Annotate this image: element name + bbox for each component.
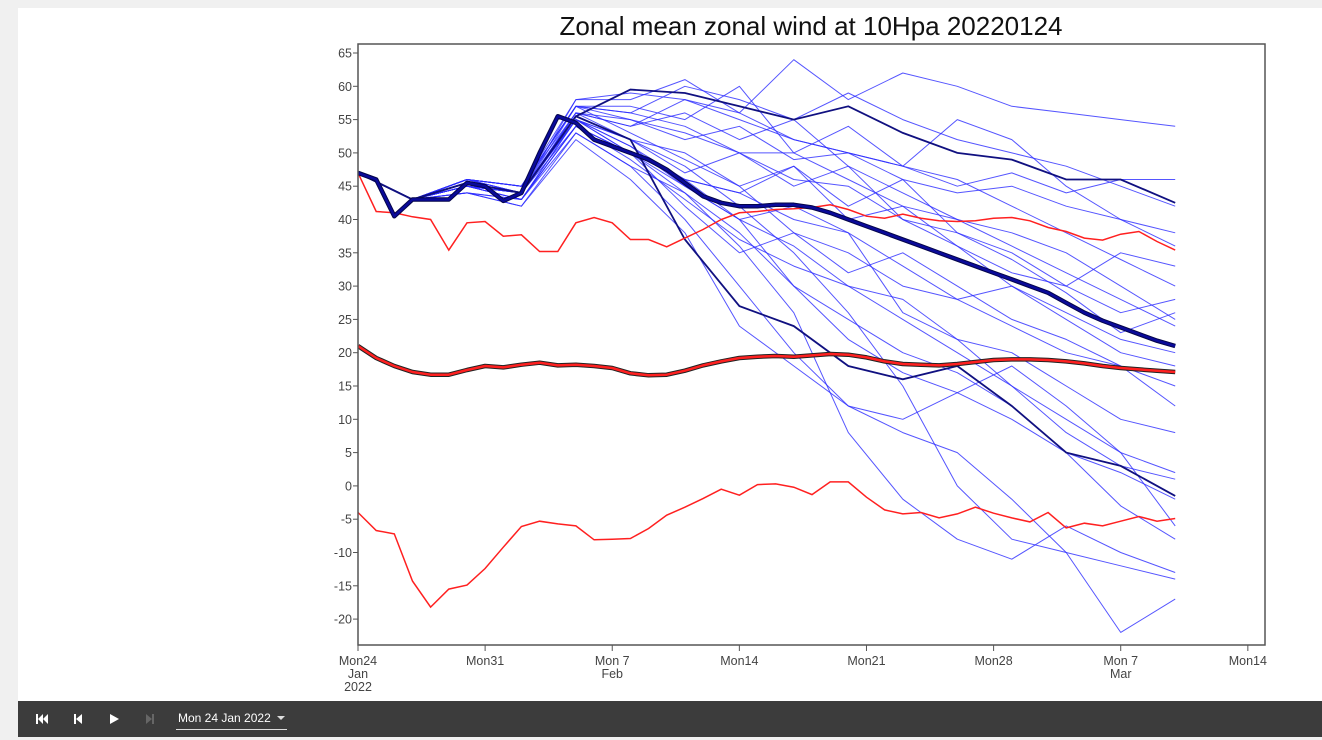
y-tick-label: 40 (338, 213, 352, 227)
x-tick-label: Mon14 (720, 654, 758, 668)
control-run-line (358, 115, 1176, 497)
previous-frame-button[interactable] (60, 701, 96, 737)
play-button[interactable] (96, 701, 132, 737)
ensemble-member-line (358, 125, 1176, 500)
y-tick-label: 65 (338, 47, 352, 61)
ensemble-member-line (358, 132, 1176, 573)
date-dropdown-value: Mon 24 Jan 2022 (178, 711, 271, 725)
ensemble-member-line (358, 99, 1176, 247)
animation-toolbar: Mon 24 Jan 2022 (18, 701, 1322, 737)
x-tick-label: Mar (1110, 667, 1132, 681)
step-forward-icon (146, 714, 154, 724)
y-tick-label: 35 (338, 246, 352, 260)
x-tick-label: 2022 (344, 680, 372, 694)
ensemble-mean-line (358, 115, 1176, 348)
ensemble-member-line (358, 139, 1176, 527)
x-tick-label: Mon31 (466, 654, 504, 668)
y-tick-label: 25 (338, 313, 352, 327)
climatology-min-line (358, 481, 1176, 609)
y-tick-label: 10 (338, 413, 352, 427)
x-tick-label: Mon21 (847, 654, 885, 668)
climatology-mean-line (358, 344, 1176, 377)
y-tick-label: 50 (338, 146, 352, 160)
y-tick-label: 5 (345, 446, 352, 460)
y-tick-label: 15 (338, 380, 352, 394)
step-back-icon (74, 714, 82, 724)
y-tick-label: 55 (338, 113, 352, 127)
ensemble-member-line (358, 119, 1176, 480)
y-tick-label: -20 (334, 613, 352, 627)
y-tick-label: 30 (338, 280, 352, 294)
skip-to-start-icon (36, 714, 48, 724)
x-tick-label: Mon28 (974, 654, 1012, 668)
x-tick-label: Mon 7 (1103, 654, 1138, 668)
ensemble-member-line (358, 112, 1176, 320)
y-tick-label: -15 (334, 579, 352, 593)
date-dropdown[interactable]: Mon 24 Jan 2022 (176, 708, 287, 730)
ensemble-member-line (358, 85, 1176, 287)
x-tick-label: Feb (601, 667, 623, 681)
ensemble-member-line (358, 119, 1176, 354)
ensemble-member-line (358, 112, 1176, 327)
climatology-max-line (358, 172, 1176, 253)
ensemble-member-line (358, 119, 1176, 580)
y-tick-label: 20 (338, 346, 352, 360)
plot-frame (357, 43, 1266, 646)
x-tick-label: Jan (348, 667, 368, 681)
y-tick-label: -5 (341, 513, 352, 527)
x-tick-label: Mon14 (1229, 654, 1267, 668)
ensemble-member-line (358, 132, 1176, 633)
x-tick-label: Mon24 (339, 654, 377, 668)
y-tick-label: 60 (338, 80, 352, 94)
next-frame-button[interactable] (132, 701, 168, 737)
y-tick-label: 0 (345, 479, 352, 493)
plot-area (358, 59, 1176, 633)
play-icon (110, 714, 119, 724)
chevron-down-icon (276, 716, 285, 720)
y-tick-label: -10 (334, 546, 352, 560)
ensemble-member-line (358, 105, 1176, 367)
chart-title: Zonal mean zonal wind at 10Hpa 20220124 (559, 11, 1062, 41)
first-frame-button[interactable] (24, 701, 60, 737)
y-tick-label: 45 (338, 180, 352, 194)
x-tick-label: Mon 7 (595, 654, 630, 668)
